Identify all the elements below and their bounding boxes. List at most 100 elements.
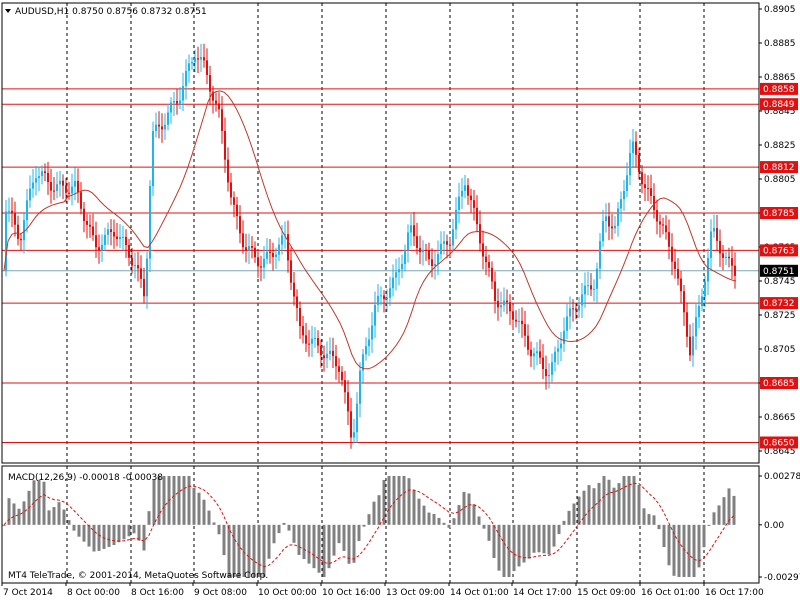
candle-body [275,254,277,257]
time-tick-label: 8 Oct 00:00 [67,588,120,598]
price-tick-label: 0.8825 [764,141,796,151]
macd-bar [312,524,316,569]
candle-body [20,238,22,241]
candle-body [476,207,478,225]
macd-bar [632,476,636,525]
candle-body [482,243,484,257]
macd-bar [112,524,116,545]
macd-bar [257,524,261,577]
price-tick-label: 0.8645 [764,447,796,457]
candle-body [26,200,28,221]
candle-body [590,285,592,290]
macd-bar [2,524,6,526]
macd-bar [552,524,556,547]
macd-bar [717,505,721,525]
candle-body [194,58,196,63]
candle-body [584,285,586,295]
candle-body [548,374,550,377]
macd-bar [347,524,351,564]
macd-bar [712,512,716,525]
macd-bar [612,487,616,525]
macd-bar [212,522,216,525]
candle-body [233,197,235,205]
candle-body [554,351,556,363]
macd-bar [87,524,91,547]
candle-body [692,336,694,356]
candle-body [365,346,367,355]
level-label-box [760,98,798,111]
macd-bar [177,476,181,525]
candle-body [209,75,211,92]
candle-body [587,285,589,287]
macd-bar [447,524,451,528]
candle-body [488,262,490,268]
macd-bar [357,524,361,542]
candle-body [566,316,568,331]
macd-bar [647,514,651,525]
candle-body [128,245,130,258]
candle-body [437,254,439,265]
candle-body [446,241,448,245]
candle-body [356,403,358,433]
candle-body [665,225,667,233]
macd-bar [502,524,506,577]
candle-body [536,351,538,354]
macd-bar [722,497,726,525]
candle-body [254,247,256,258]
candle-body [521,320,523,325]
time-tick-label: 14 Oct 01:00 [450,588,509,598]
candle-body [542,357,544,370]
level-label: 0.8732 [763,299,795,309]
candle-body [8,210,10,212]
macd-bar [707,524,711,526]
macd-bar [287,524,291,531]
candle-body [374,304,376,326]
candle-body [302,326,304,336]
candle-body [707,257,709,282]
candle-body [503,300,505,306]
candle-body [191,62,193,64]
macd-bar [432,513,436,525]
chevron-down-icon[interactable] [5,9,11,13]
candle-body [578,305,580,311]
candle-body [671,246,673,262]
macd-bar [522,524,526,563]
candle-body [11,210,13,214]
macd-bar [207,510,211,525]
candle-body [674,261,676,269]
candle-body [314,338,316,340]
macd-bar [197,492,201,525]
candle-body [347,392,349,412]
macd-bar [397,476,401,525]
candle-body [593,288,595,290]
candle-body [734,265,736,276]
macd-bar [102,524,106,549]
macd-bar [547,524,551,555]
macd-bar [382,479,386,525]
macd-bar [727,488,731,525]
candle-body [326,353,328,359]
candle-body [467,185,469,196]
candle-body [527,335,529,350]
macd-bar [602,476,606,525]
candle-body [197,58,199,60]
candle-body [713,228,715,232]
candle-body [80,192,82,209]
candle-body [152,131,154,187]
candle-body [122,236,124,238]
price-tick-label: 0.8665 [764,413,796,423]
candle-body [206,60,208,76]
level-label: 0.8763 [763,246,795,256]
candle-body [236,204,238,217]
time-tick-label: 15 Oct 09:00 [577,588,636,598]
candle-body [245,247,247,251]
candle-body [704,281,706,297]
candle-body [686,312,688,337]
macd-bar [182,476,186,525]
candle-body [41,171,43,177]
candle-body [458,196,460,210]
candle-body [449,244,451,246]
candle-body [473,200,475,208]
candle-body [107,229,109,235]
candle-body [179,100,181,104]
